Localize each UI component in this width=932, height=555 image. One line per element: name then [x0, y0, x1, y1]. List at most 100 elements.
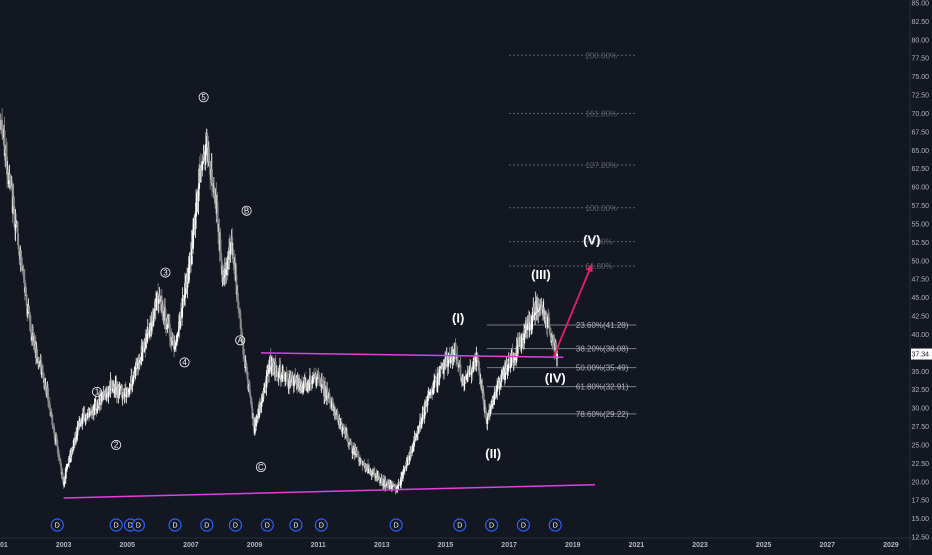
candle-body [301, 383, 303, 387]
candle-body [263, 382, 266, 393]
candle-body [181, 308, 183, 318]
candle-body [59, 460, 62, 465]
candle-body [204, 151, 207, 161]
subwave-label: 1 [95, 388, 100, 397]
candle-body [245, 366, 248, 375]
candle-body [550, 334, 552, 339]
candle-body [293, 376, 295, 387]
candle-body [94, 403, 97, 406]
candle-body [234, 261, 237, 281]
candle-body [430, 388, 433, 392]
subwave-circle [235, 335, 246, 346]
candle-body [379, 482, 382, 484]
time-tick-label: 2021 [629, 542, 645, 549]
candle-body [373, 472, 376, 477]
candle-body [192, 223, 195, 232]
candle-body [160, 296, 163, 313]
candle-body [473, 359, 476, 363]
candle-body [249, 395, 252, 398]
dividend-marker-label: D [204, 523, 209, 530]
candle-body [113, 389, 116, 394]
subwave-circle [255, 462, 266, 473]
candle-body [55, 436, 58, 440]
candle-body [122, 393, 125, 396]
candle-body [384, 479, 387, 486]
candle-body [36, 349, 38, 359]
candle-body [456, 355, 459, 365]
candle-body [12, 197, 15, 206]
candle-body [247, 379, 250, 390]
subwave-label: 3 [163, 268, 168, 277]
candle-body [318, 377, 320, 383]
candle-body [420, 421, 423, 425]
candle-body [396, 486, 399, 490]
candle-body [526, 325, 529, 330]
dividend-marker-label: D [114, 523, 119, 530]
price-tick-label: 67.50 [911, 129, 929, 136]
price-tick-label: 80.00 [911, 37, 929, 44]
candle-body [511, 352, 514, 358]
candle-body [402, 472, 404, 479]
candle-body [177, 333, 180, 336]
dividend-marker [168, 518, 182, 532]
candle-body [65, 468, 68, 469]
candle-body [276, 370, 279, 375]
candle-body [269, 356, 272, 372]
candle-body [367, 466, 370, 474]
candle-body [26, 305, 29, 314]
candle-body [49, 409, 52, 415]
candle-body [365, 465, 368, 471]
candle-body [265, 376, 268, 388]
candle-body [84, 419, 87, 421]
candle-body [448, 355, 451, 360]
candle-body [377, 474, 380, 480]
price-tick-label: 22.50 [911, 461, 929, 468]
candle-body [168, 323, 171, 337]
candle-body [508, 360, 511, 364]
price-tick-label: 82.50 [911, 19, 929, 26]
price-tick-label: 15.00 [911, 516, 929, 523]
candle-body [203, 154, 205, 158]
dividend-marker-label: D [172, 523, 177, 530]
candle-body [351, 445, 354, 453]
candle-body [420, 419, 423, 422]
dividend-marker [314, 518, 328, 532]
time-tick-label: 2003 [56, 542, 72, 549]
price-tick-label: 75.00 [911, 74, 929, 81]
candle-body [124, 389, 127, 397]
candle-body [169, 336, 172, 339]
candle-body [192, 231, 194, 249]
candle-body [476, 354, 479, 360]
candle-body [42, 373, 45, 383]
candle-body [417, 426, 420, 434]
candle-body [128, 388, 131, 390]
last-price-tag-label: 37.34 [911, 352, 929, 359]
candle-body [157, 299, 160, 304]
candle-body [389, 484, 391, 489]
candle-body [537, 305, 540, 308]
candle-body [532, 307, 535, 317]
subwave-circle [160, 267, 171, 278]
candle-body [99, 395, 102, 396]
trendlines [63, 264, 596, 499]
candle-body [506, 367, 509, 375]
price-tick-label: 25.00 [911, 442, 929, 449]
candle-body [179, 311, 182, 317]
candle-body [56, 439, 59, 447]
candle-body [96, 409, 98, 411]
candle-body [290, 374, 292, 380]
candle-body [499, 381, 502, 388]
candle-body [69, 453, 71, 463]
candle-body [242, 354, 245, 358]
candle-body [97, 399, 100, 405]
candle-body [150, 323, 153, 331]
candle-body [95, 402, 98, 411]
time-tick-label: 2027 [819, 542, 835, 549]
dividend-marker-label: D [489, 523, 494, 530]
candle-body [237, 300, 240, 309]
candle-body [195, 198, 198, 203]
candle-body [398, 482, 401, 484]
price-tick-label: 30.00 [911, 406, 929, 413]
